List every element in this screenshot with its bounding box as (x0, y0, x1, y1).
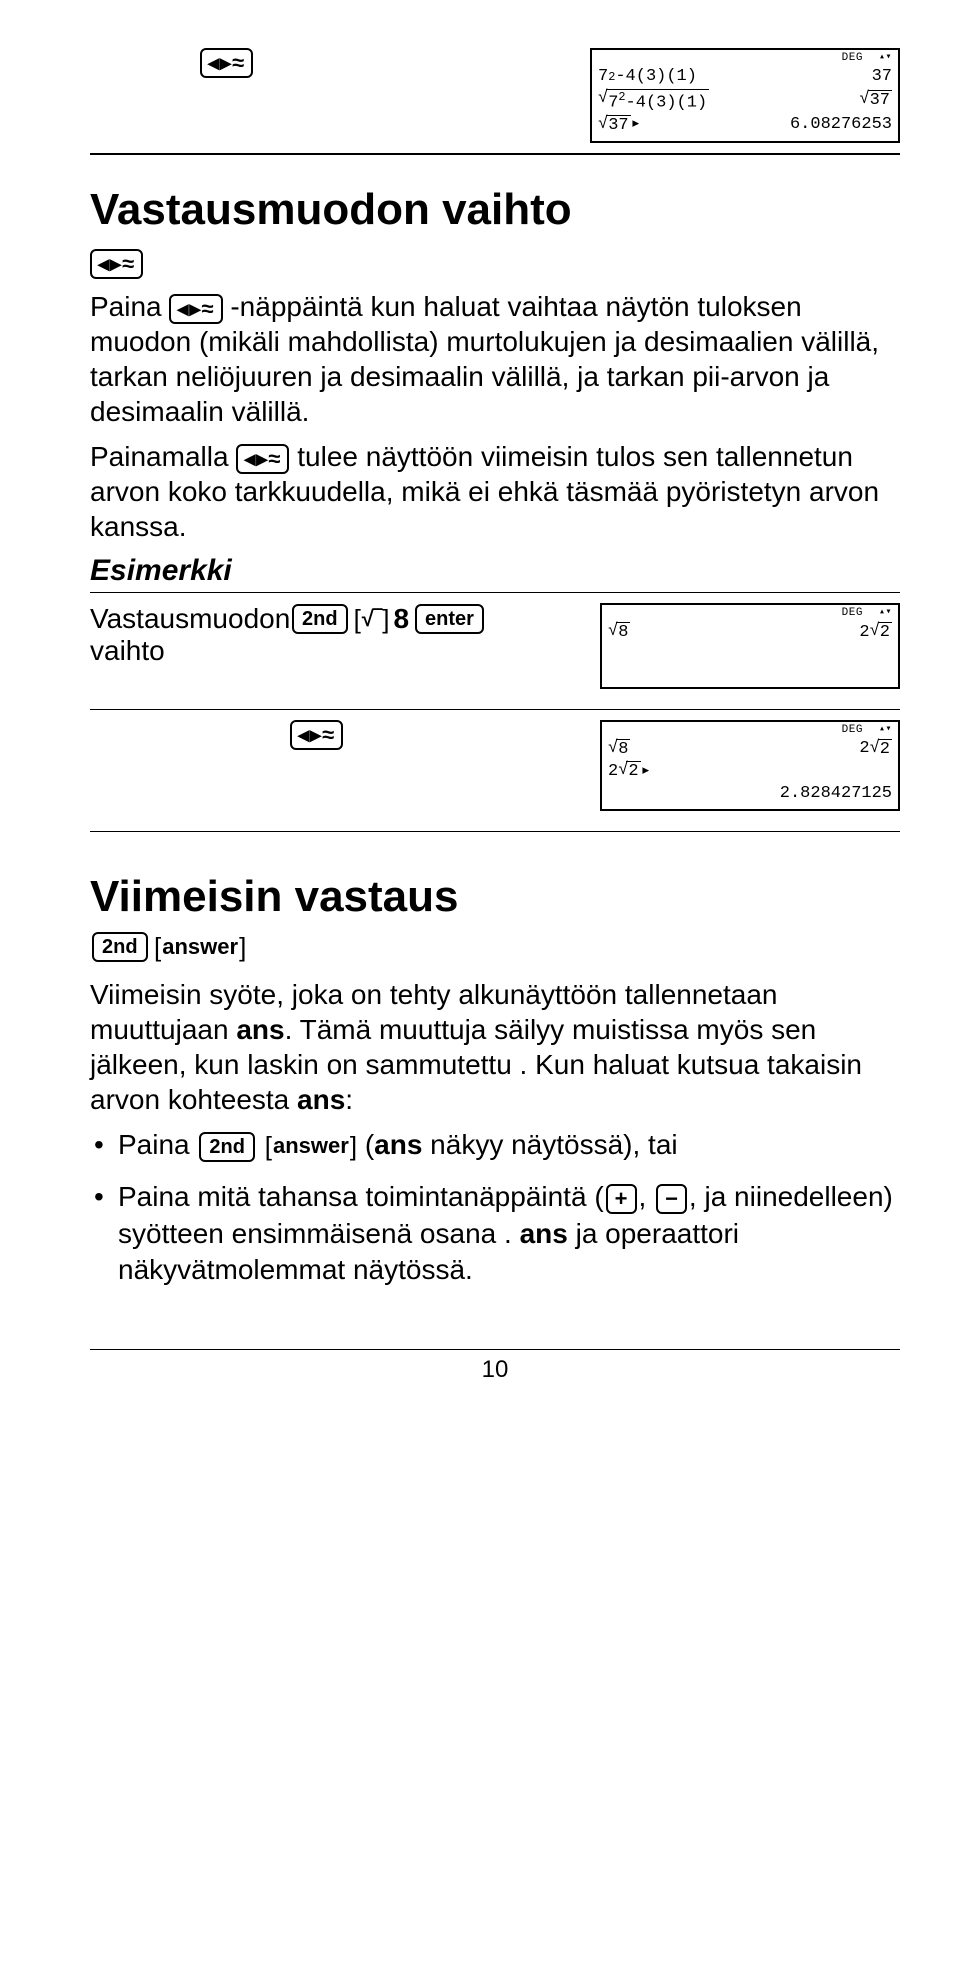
key-sequence: 2nd √‾ 8 enter (290, 603, 570, 635)
key-sequence: 2nd answer (90, 932, 900, 963)
calc-row: 8 22 (608, 622, 892, 643)
key-sequence: ◂▸≈ (290, 720, 570, 750)
calc-screen-b: DEG ▴▾ 8 22 22▸ 2.828427125 (600, 720, 900, 811)
calc-row: 72-4(3)(1) 37 (598, 89, 892, 114)
page-number: 10 (90, 1349, 900, 1384)
toggle-key-icon: ◂▸≈ (236, 444, 289, 474)
calc-result: 6.08276253 (790, 115, 892, 135)
deg-indicator: DEG (842, 607, 863, 620)
calc-header: DEG ▴▾ (608, 724, 892, 738)
example-grid: Vastausmuodon vaihto 2nd √‾ 8 enter DEG … (90, 592, 900, 832)
deg-indicator: DEG (842, 724, 863, 737)
section-title: Vastausmuodon vaihto (90, 185, 900, 235)
answer-key: answer (265, 1130, 357, 1164)
calc-header: DEG ▴▾ (598, 52, 892, 66)
toggle-key-line: ◂▸≈ (90, 249, 900, 279)
plus-key: + (606, 1184, 637, 1214)
second-key: 2nd (292, 604, 348, 634)
ans-var: ans (297, 1084, 345, 1115)
list-item: Paina 2nd answer (ans näkyy näytössä), t… (90, 1127, 900, 1164)
example-heading: Esimerkki (90, 554, 900, 588)
calc-result: 37 (872, 67, 892, 87)
paragraph: Painamalla ◂▸≈ tulee näyttöön viimeisin … (90, 439, 900, 544)
toggle-key-icon: ◂▸≈ (200, 48, 253, 78)
second-key: 2nd (199, 1132, 255, 1162)
calc-row: 2.828427125 (608, 784, 892, 804)
calc-row: 37▸ 6.08276253 (598, 115, 892, 136)
ans-var: ans (374, 1129, 422, 1160)
eight-literal: 8 (393, 603, 409, 635)
calc-row: 72-4(3)(1) 37 (598, 67, 892, 87)
toggle-key-icon: ◂▸≈ (90, 249, 143, 279)
answer-key: answer (154, 932, 246, 963)
second-key: 2nd (92, 932, 148, 962)
divider (90, 153, 900, 155)
example-row: Vastausmuodon vaihto 2nd √‾ 8 enter DEG … (90, 592, 900, 709)
paragraph: Paina ◂▸≈ -näppäintä kun haluat vaihtaa … (90, 289, 900, 429)
calc-header: DEG ▴▾ (608, 607, 892, 621)
example-label: Vastausmuodon vaihto (90, 603, 280, 667)
enter-key: enter (415, 604, 484, 634)
calc-screen-top: DEG ▴▾ 72-4(3)(1) 37 72-4(3)(1) 37 37▸ 6… (590, 48, 900, 143)
deg-indicator: DEG (842, 52, 863, 65)
example-row: ◂▸≈ DEG ▴▾ 8 22 22▸ 2.828427125 (90, 709, 900, 831)
top-row: ◂▸≈ DEG ▴▾ 72-4(3)(1) 37 72-4(3)(1) 37 3… (200, 48, 900, 143)
calc-result: 2.828427125 (780, 784, 892, 804)
section-title: Viimeisin vastaus (90, 872, 900, 922)
bullet-list: Paina 2nd answer (ans näkyy näytössä), t… (90, 1127, 900, 1289)
ans-var: ans (520, 1218, 568, 1249)
toggle-key-icon: ◂▸≈ (290, 720, 343, 750)
ans-var: ans (236, 1014, 284, 1045)
toggle-key-icon: ◂▸≈ (169, 294, 222, 324)
calc-row: 22▸ (608, 761, 892, 782)
calc-screen-a: DEG ▴▾ 8 22 (600, 603, 900, 689)
minus-key: − (656, 1184, 687, 1214)
list-item: Paina mitä tahansa toimintanäppäintä (+,… (90, 1179, 900, 1288)
divider (90, 831, 900, 832)
arrow-indicator: ▴▾ (879, 607, 892, 620)
sqrt-key: √‾ (354, 604, 390, 635)
arrow-indicator: ▴▾ (879, 52, 892, 65)
paragraph: Viimeisin syöte, joka on tehty alkunäytt… (90, 977, 900, 1117)
arrow-indicator: ▴▾ (879, 724, 892, 737)
calc-row: 8 22 (608, 739, 892, 760)
